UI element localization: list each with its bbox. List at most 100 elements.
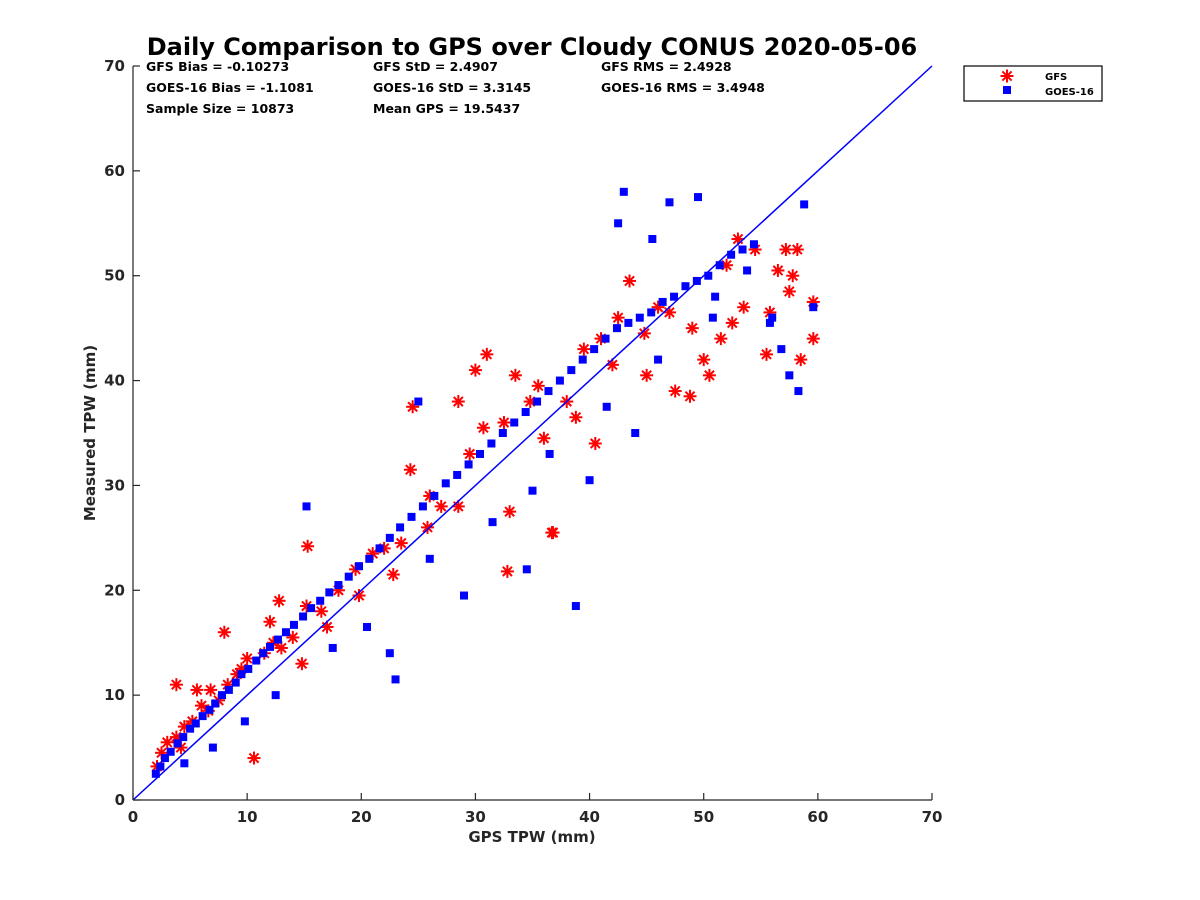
legend-goes16-label: GOES-16: [1045, 87, 1094, 98]
goes16-point: [800, 200, 809, 209]
goes16-point: [648, 235, 657, 244]
goes16-point: [385, 649, 394, 658]
one-to-one-reference-line: [132, 65, 933, 801]
goes16-point: [768, 313, 777, 322]
goes16-point: [414, 397, 423, 406]
goes16-point: [601, 334, 610, 343]
gfs-point: [500, 564, 514, 578]
goes16-point: [533, 397, 542, 406]
legend-gfs-label: GFS: [1045, 72, 1067, 83]
gfs-point: [569, 410, 583, 424]
goes16-point: [708, 313, 717, 322]
x-tick-label: 60: [807, 808, 828, 826]
x-tick-label: 10: [237, 808, 258, 826]
gfs-point: [503, 505, 517, 519]
gfs-point: [577, 342, 591, 356]
goes16-point: [624, 318, 633, 327]
goes16-point: [510, 418, 519, 427]
goes16-point: [375, 544, 384, 553]
gfs-point: [737, 300, 751, 314]
gfs-point: [697, 353, 711, 367]
goes16-point: [205, 705, 214, 714]
goes16-point: [738, 245, 747, 254]
goes16-point: [365, 554, 374, 563]
legend: GFS GOES-16: [963, 65, 1103, 102]
goes16-point: [590, 345, 599, 354]
legend-goes16-marker: [1003, 86, 1011, 94]
y-tick-label: 50: [104, 267, 125, 285]
gfs-point: [725, 316, 739, 330]
y-tick-label: 70: [104, 57, 125, 75]
x-tick-label: 20: [351, 808, 372, 826]
stat-goes-rms: GOES-16 RMS = 3.4948: [601, 80, 765, 95]
x-tick-label: 70: [922, 808, 943, 826]
goes16-point: [528, 486, 537, 495]
y-tick-label: 0: [115, 791, 125, 809]
goes16-point: [385, 533, 394, 542]
gfs-point: [406, 400, 420, 414]
goes16-point: [425, 554, 434, 563]
gfs-point: [204, 683, 218, 697]
gfs-point: [806, 332, 820, 346]
goes16-point: [396, 523, 405, 532]
stat-goes-bias: GOES-16 Bias = -1.1081: [146, 80, 314, 95]
stat-goes-std: GOES-16 StD = 3.3145: [373, 80, 531, 95]
y-tick-label: 40: [104, 372, 125, 390]
goes16-point: [794, 387, 803, 396]
goes16-point: [224, 685, 233, 694]
gfs-point: [160, 735, 174, 749]
goes16-point: [727, 250, 736, 259]
goes16-point: [316, 596, 325, 605]
gfs-point: [668, 384, 682, 398]
gfs-point: [394, 536, 408, 550]
goes16-point: [166, 747, 175, 756]
legend-box: [963, 65, 1103, 102]
goes16-point: [578, 355, 587, 364]
gfs-point: [537, 431, 551, 445]
x-axis-ticks: 0 10 20 30 40 50 60 70: [128, 793, 943, 826]
goes16-point: [658, 297, 667, 306]
goes16-point: [585, 476, 594, 485]
gfs-point: [403, 463, 417, 477]
goes16-point: [180, 759, 189, 768]
goes16-point: [265, 642, 274, 651]
goes16-point: [460, 591, 469, 600]
goes16-point: [704, 271, 713, 280]
goes16-point: [273, 635, 282, 644]
goes16-point: [355, 562, 364, 571]
goes16-point: [198, 712, 207, 721]
x-tick-label: 30: [465, 808, 486, 826]
goes16-point: [785, 371, 794, 380]
goes16-point: [244, 664, 253, 673]
goes16-point: [186, 724, 195, 733]
goes16-point: [488, 518, 497, 527]
gfs-point: [790, 243, 804, 256]
goes16-point: [665, 198, 674, 207]
gfs-point: [623, 274, 637, 288]
gfs-point: [786, 269, 800, 283]
gfs-point: [463, 447, 477, 461]
gfs-point: [683, 389, 697, 403]
gfs-point: [497, 416, 511, 430]
goes16-point: [334, 581, 343, 590]
plot-area: 0 10 20 30 40 50 60 70 0 10 20 30 40 50 60 70: [104, 57, 942, 826]
goes16-series: [151, 187, 818, 778]
goes16-point: [259, 649, 268, 658]
gfs-point: [508, 368, 522, 382]
goes16-point: [544, 387, 553, 396]
gfs-point: [611, 311, 625, 325]
goes16-point: [635, 313, 644, 322]
goes16-point: [252, 656, 261, 665]
goes16-point: [441, 479, 450, 488]
stat-sample-size: Sample Size = 10873: [146, 101, 294, 116]
goes16-point: [407, 512, 416, 521]
goes16-point: [602, 402, 611, 411]
gfs-point: [794, 353, 808, 367]
goes16-point: [307, 604, 316, 613]
goes16-point: [453, 470, 462, 479]
x-axis-label: GPS TPW (mm): [468, 828, 595, 846]
gfs-point: [386, 568, 400, 582]
stat-gfs-bias: GFS Bias = -0.10273: [146, 59, 289, 74]
goes16-point: [475, 449, 484, 458]
gfs-point: [217, 625, 231, 639]
